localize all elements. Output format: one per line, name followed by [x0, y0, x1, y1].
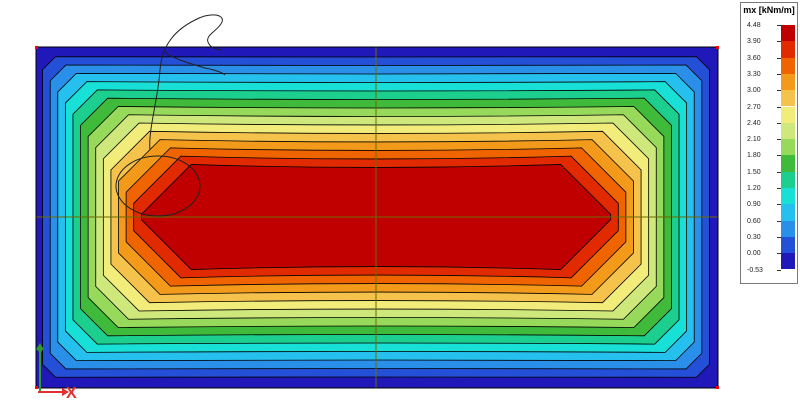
legend-tick — [777, 204, 781, 206]
x-axis-label: X — [66, 385, 77, 402]
legend-label: 0.90 — [747, 201, 761, 209]
legend-tick — [777, 139, 781, 141]
legend-swatch — [781, 90, 795, 107]
legend-label: 2.10 — [747, 136, 761, 144]
legend-swatch — [781, 41, 795, 58]
legend-label: 0.60 — [747, 217, 761, 225]
corner-marker — [716, 386, 719, 389]
legend-label: 3.90 — [747, 38, 761, 46]
corner-markers — [35, 46, 719, 389]
legend-label: 2.40 — [747, 119, 761, 127]
legend-tick — [777, 269, 781, 271]
legend-label: 0.00 — [747, 250, 761, 258]
legend-title: mx [kNm/m] — [743, 5, 795, 15]
legend-tick — [777, 253, 781, 255]
corner-marker — [35, 46, 38, 49]
legend-swatch — [781, 253, 795, 270]
legend-label: 4.48 — [747, 22, 761, 29]
corner-marker — [716, 46, 719, 49]
legend-label: 1.80 — [747, 152, 761, 160]
legend-swatch — [781, 220, 795, 237]
legend-swatch — [781, 106, 795, 123]
axis-triad: Y X — [36, 343, 77, 402]
hand-annotation — [115, 14, 226, 217]
legend-tick — [777, 188, 781, 189]
legend-tick — [777, 25, 781, 26]
legend-swatch — [781, 171, 795, 188]
legend-swatch — [781, 122, 795, 140]
legend-tick — [777, 171, 781, 173]
legend-label: 3.00 — [747, 87, 761, 95]
legend-tick — [777, 106, 781, 108]
legend-swatch — [781, 236, 795, 254]
legend-swatch — [781, 73, 795, 91]
legend-tick — [777, 236, 781, 238]
x-arrowhead — [62, 388, 69, 396]
legend-swatch — [781, 57, 795, 74]
scribble-stroke — [164, 51, 226, 76]
legend-swatch — [781, 139, 795, 156]
y-arrowhead — [36, 343, 44, 350]
legend-label: 2.70 — [747, 103, 761, 111]
legend-swatch — [781, 204, 795, 221]
legend-tick — [777, 155, 781, 157]
legend-tick — [777, 57, 781, 59]
legend-swatch — [781, 25, 795, 42]
legend-label: 1.20 — [747, 185, 761, 192]
y-axis-label: Y — [36, 345, 44, 359]
legend-tick — [777, 73, 781, 75]
circle-annotation — [115, 155, 201, 217]
question-mark-stroke — [149, 14, 223, 151]
legend-label: -0.53 — [747, 266, 763, 274]
legend-label: 1.50 — [747, 168, 761, 176]
legend-tick — [777, 220, 781, 222]
color-legend: mx [kNm/m] 4.48 3.90 3.60 3.30 3.00 2.70 2.40 2… — [740, 2, 798, 284]
legend-label: 0.30 — [747, 233, 761, 241]
corner-marker — [35, 386, 38, 389]
legend-tick — [777, 90, 781, 92]
legend-tick — [777, 122, 781, 124]
legend-tick — [777, 41, 781, 43]
legend-swatch — [781, 188, 795, 205]
legend-label: 3.60 — [747, 54, 761, 62]
legend-label: 3.30 — [747, 70, 761, 78]
legend-swatch — [781, 155, 795, 172]
slab-outline — [35, 46, 719, 389]
